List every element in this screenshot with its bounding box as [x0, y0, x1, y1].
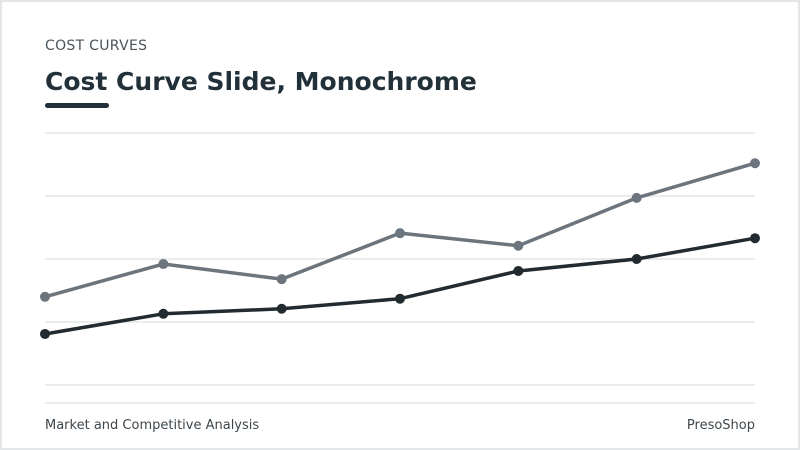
- point: [750, 233, 760, 244]
- point: [276, 303, 287, 314]
- point: [631, 254, 642, 264]
- point: [395, 228, 405, 239]
- point: [40, 328, 50, 339]
- point: [395, 293, 405, 304]
- point: [40, 291, 50, 302]
- point: [750, 158, 760, 169]
- footer-left: Market and Competitive Analysis: [45, 418, 259, 433]
- point: [513, 265, 524, 276]
- title-accent: [45, 103, 109, 108]
- point: [158, 259, 169, 270]
- footer-right: PresoShop: [687, 418, 755, 433]
- point: [513, 240, 524, 251]
- chart-title: Cost Curve Slide, Monochrome: [45, 67, 477, 96]
- chart-subtitle: COST CURVES: [45, 38, 147, 54]
- point: [631, 192, 642, 203]
- point: [276, 274, 287, 285]
- point: [158, 308, 169, 319]
